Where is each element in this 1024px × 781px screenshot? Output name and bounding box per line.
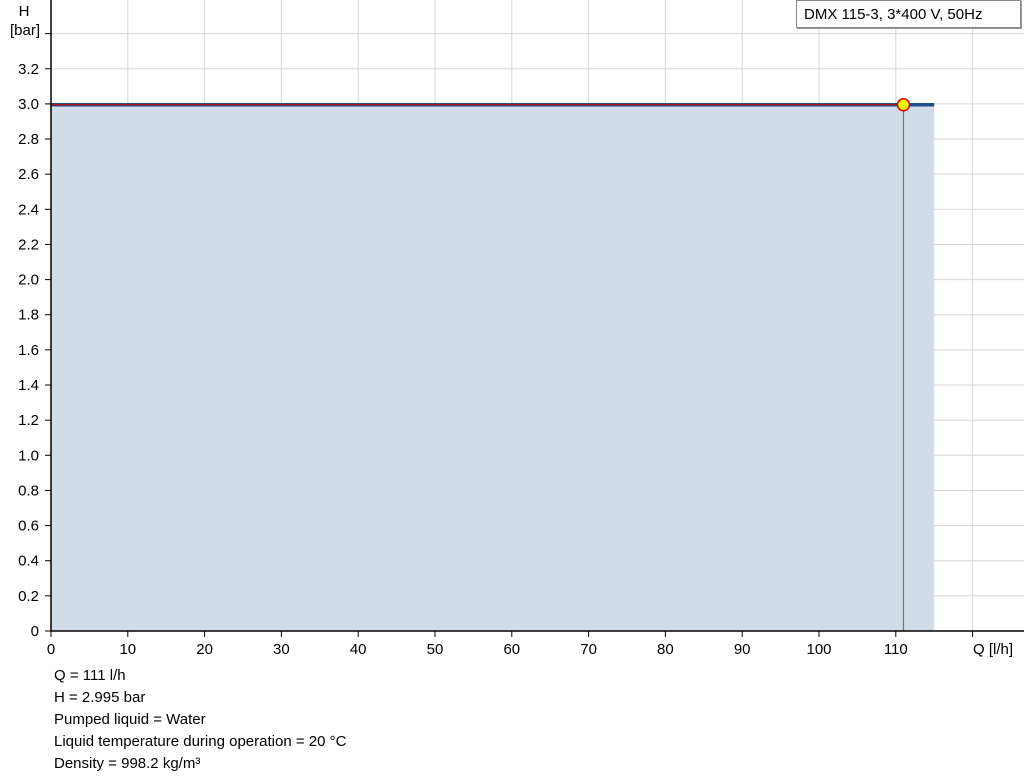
y-tick-label: 0.6	[18, 518, 39, 535]
y-tick-label: 0	[31, 623, 39, 640]
x-axis-label: Q [l/h]	[973, 641, 1013, 658]
y-tick-label: 3.0	[18, 96, 39, 113]
info-head: H = 2.995 bar	[54, 689, 146, 706]
y-tick-label: 1.0	[18, 447, 39, 464]
y-tick-label: 2.8	[18, 131, 39, 148]
x-tick-label: 90	[734, 641, 751, 658]
operating-point	[896, 98, 911, 112]
y-tick-label: 1.6	[18, 342, 39, 359]
x-tick-label: 70	[580, 641, 597, 658]
y-tick-label: 3.2	[18, 61, 39, 78]
x-tick-label: 0	[47, 641, 55, 658]
y-axis-label-h: H	[19, 3, 30, 20]
y-tick-label: 2.0	[18, 272, 39, 289]
x-tick-label: 110	[884, 641, 908, 658]
y-tick-label: 1.4	[18, 377, 39, 394]
y-tick-label: 0.8	[18, 482, 39, 499]
y-tick-label: 2.6	[18, 166, 39, 183]
info-density: Density = 998.2 kg/m³	[54, 755, 201, 772]
curve-area	[51, 104, 935, 631]
x-tick-label: 10	[119, 641, 136, 658]
x-tick-label: 20	[196, 641, 213, 658]
operating-info: Q = 111 l/h H = 2.995 bar Pumped liquid …	[54, 665, 346, 775]
y-tick-label: 2.4	[18, 201, 39, 218]
marks	[51, 98, 935, 631]
x-tick-label: 40	[350, 641, 367, 658]
x-tick-label: 30	[273, 641, 290, 658]
x-tick-label: 50	[427, 641, 444, 658]
y-tick-label: 0.2	[18, 588, 39, 605]
x-tick-label: 80	[657, 641, 674, 658]
info-liquid: Pumped liquid = Water	[54, 711, 206, 728]
y-tick-label: 1.8	[18, 307, 39, 324]
y-tick-label: 2.2	[18, 236, 39, 253]
legend-series-label: DMX 115-3, 3*400 V, 50Hz	[796, 0, 1021, 28]
y-axis-label-unit: [bar]	[10, 22, 40, 39]
axes: 0 10 20 30 40 50 60 70 80 90 100 110 0 0.2 0.4 0.6 0.8 1.…	[18, 0, 1024, 658]
y-tick-label: 0.4	[18, 553, 39, 570]
x-tick-label: 100	[806, 641, 831, 658]
info-temperature: Liquid temperature during operation = 20…	[54, 733, 347, 750]
info-flow: Q = 111 l/h	[54, 667, 126, 684]
y-tick-label: 1.2	[18, 412, 39, 429]
x-tick-label: 60	[503, 641, 520, 658]
